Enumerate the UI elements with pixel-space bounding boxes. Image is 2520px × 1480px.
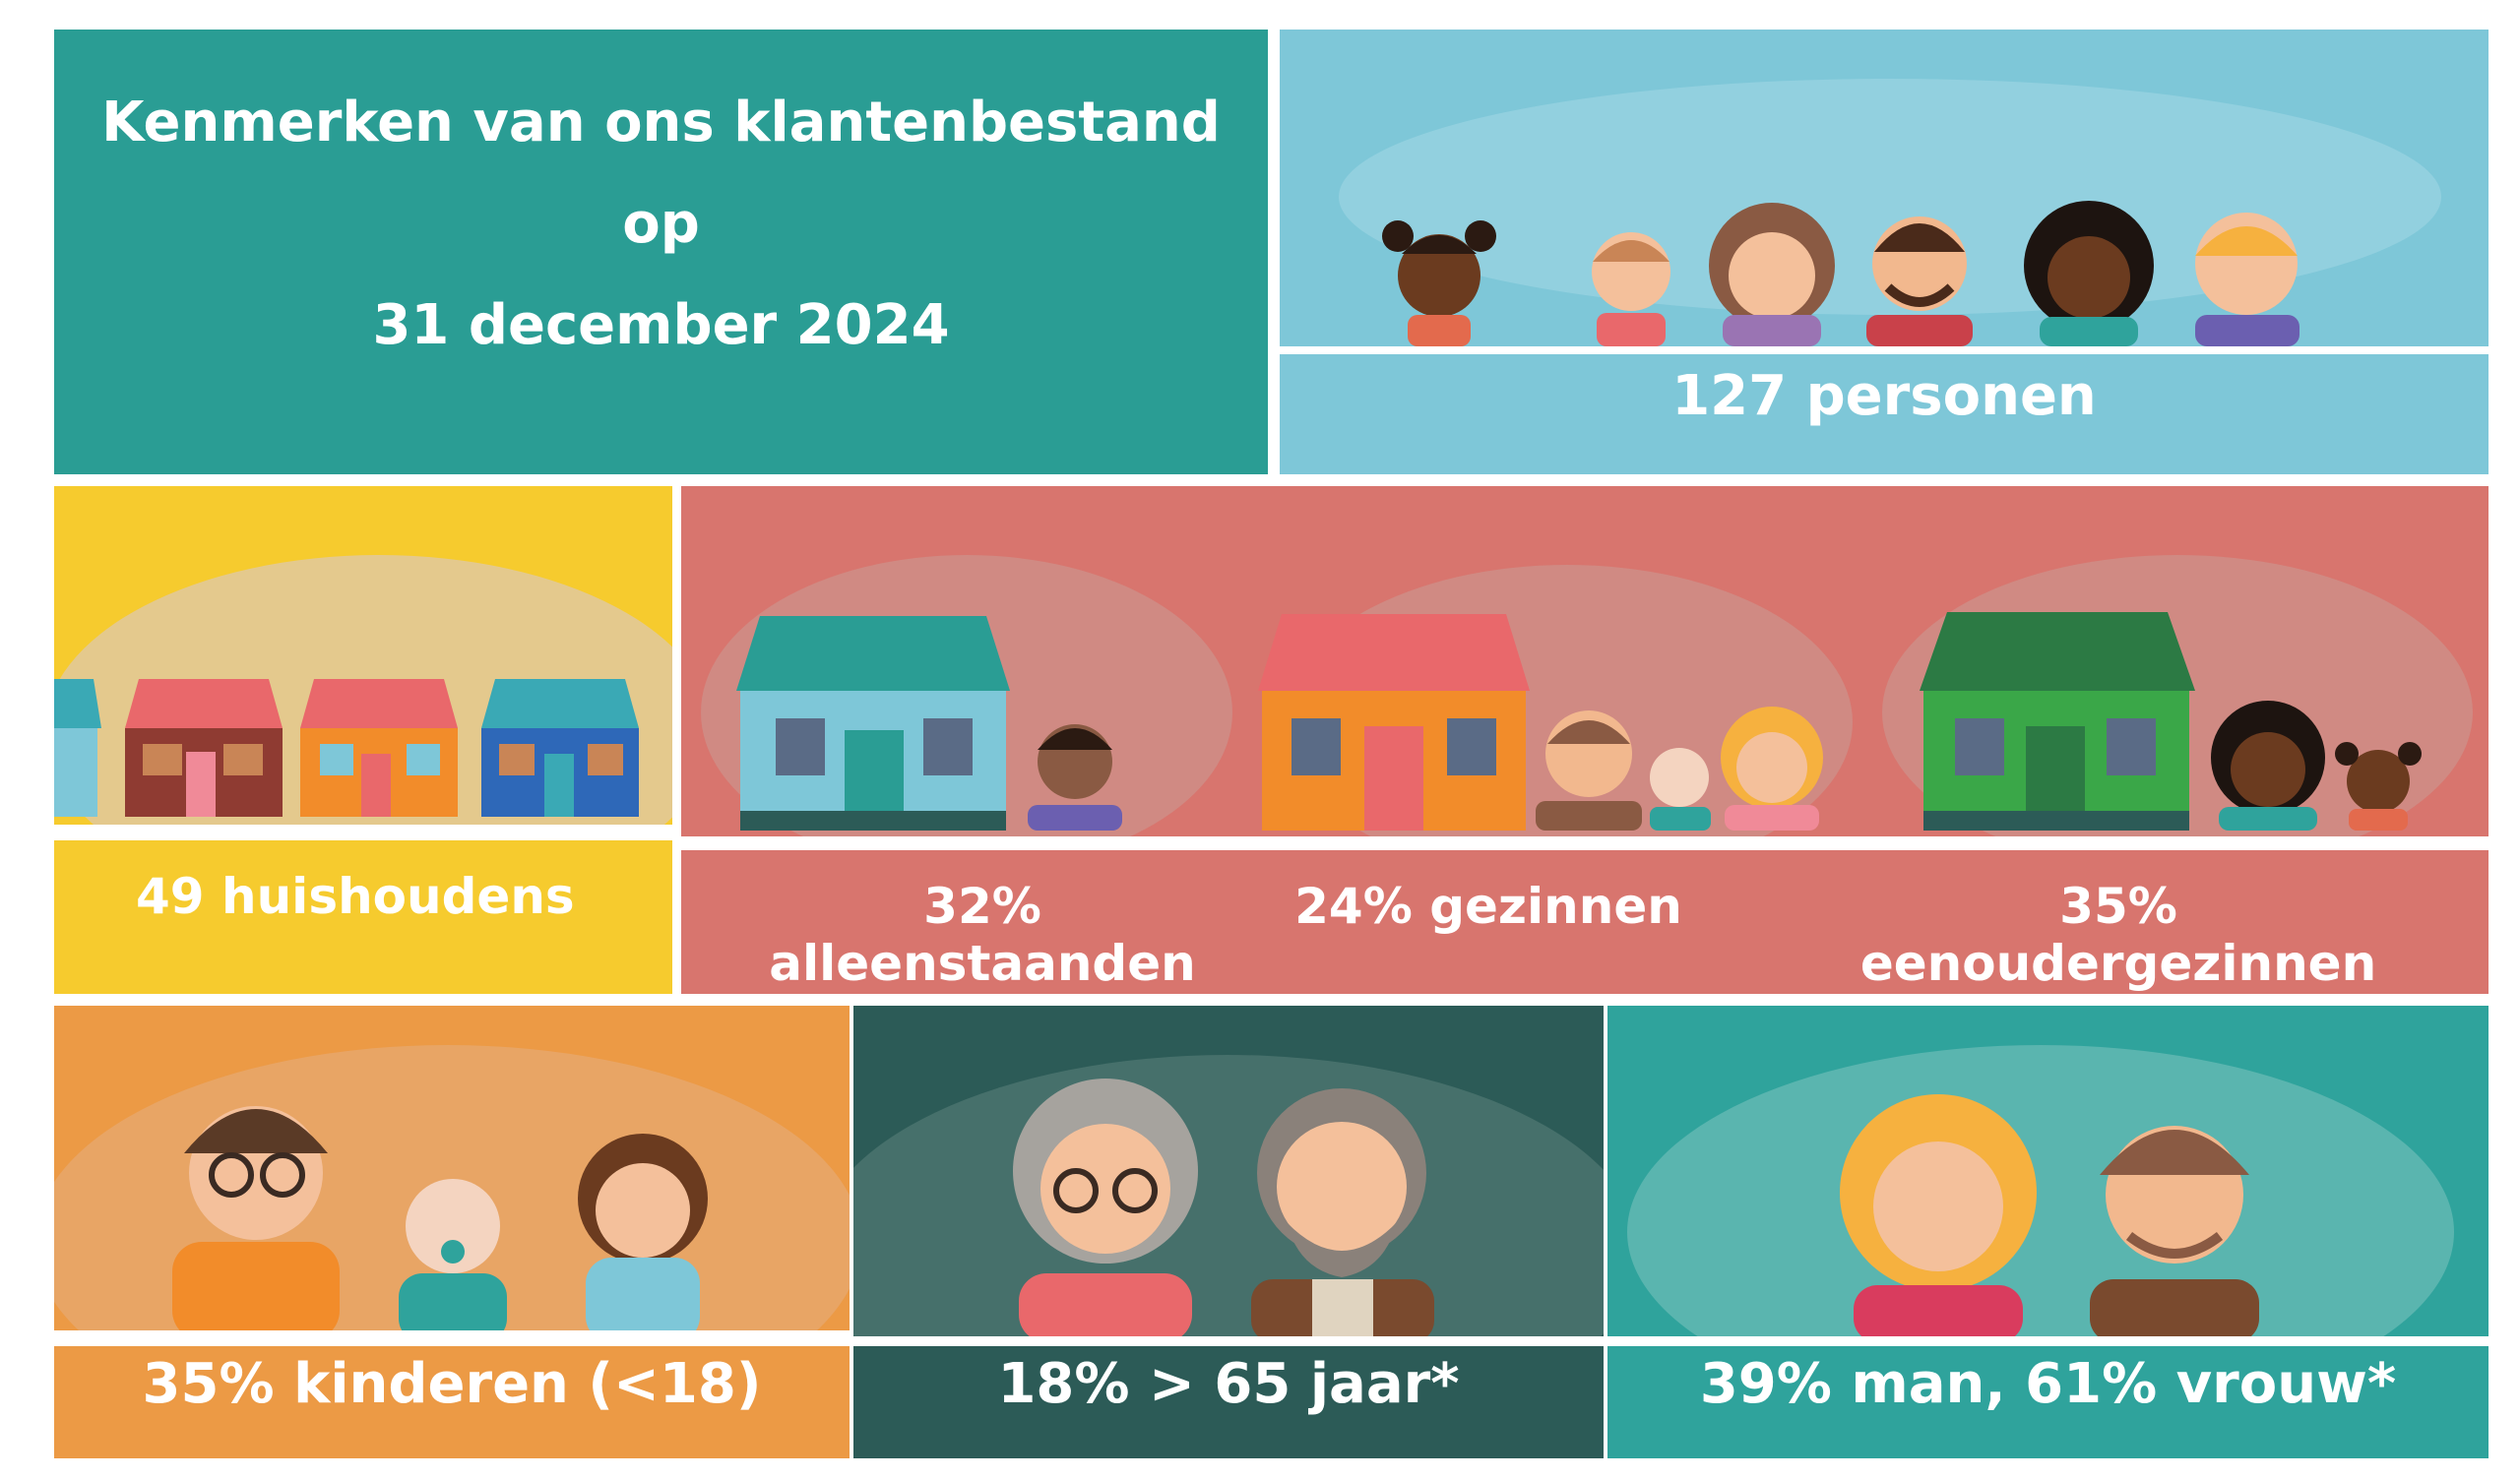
man-blond-icon (2195, 213, 2300, 346)
seniors-tile: 18% > 65 jaar* (853, 1006, 1604, 1458)
single-man-icon (1028, 724, 1122, 831)
title-line-3: 31 december 2024 (372, 293, 950, 357)
orange-house-icon (300, 679, 458, 817)
woman-face-icon (1709, 203, 1835, 346)
seniors-illustration (853, 1055, 1604, 1346)
family-mother-icon (1721, 707, 1823, 831)
single-mother-icon (2211, 701, 2325, 831)
household-types-illustration (681, 555, 2488, 850)
man-glasses-icon (172, 1106, 340, 1340)
baby-icon (399, 1179, 507, 1342)
grandfather-icon (1251, 1088, 1434, 1342)
single-parent-house-icon (1920, 612, 2195, 831)
red-house-icon (125, 679, 283, 817)
houses-illustration (54, 555, 672, 840)
families-percentage: 24% gezinnen (1294, 878, 1682, 935)
children-percentage: 35% kinderen (<18) (142, 1352, 762, 1416)
man-beard-icon (1866, 216, 1973, 346)
girl-braids-icon (578, 1134, 708, 1342)
children-tile: 35% kinderen (<18) (54, 1006, 850, 1458)
gender-percentage: 39% man, 61% vrouw* (1699, 1352, 2397, 1416)
single-parents-percentage: 35% eenoudergezinnen (1859, 878, 2377, 992)
boy-face-icon (1592, 232, 1670, 346)
man-brown-hair-icon (2090, 1126, 2259, 1342)
title-line-1: Kenmerken van ons klantenbestand (101, 91, 1221, 154)
gender-tile: 39% man, 61% vrouw* (1607, 1006, 2488, 1458)
single-house-icon (736, 616, 1010, 831)
persons-count: 127 personen (1671, 364, 2097, 428)
persons-tile: 127 personen (1280, 30, 2488, 474)
single-parent-girl-icon (2335, 742, 2422, 831)
family-baby-icon (1650, 748, 1711, 831)
title-tile: Kenmerken van ons klantenbestand op 31 d… (54, 30, 1268, 474)
children-illustration (54, 1045, 850, 1346)
households-tile: 49 huishoudens (54, 486, 672, 994)
households-count: 49 huishoudens (136, 868, 575, 925)
seniors-percentage: 18% > 65 jaar* (997, 1352, 1460, 1416)
girl-pigtails-icon (1382, 220, 1496, 346)
woman-dark-icon (2024, 201, 2154, 346)
grandmother-icon (1013, 1079, 1198, 1342)
household-types-tile: 32% alleenstaanden 24% gezinnen 35% eeno… (681, 486, 2488, 994)
gender-illustration (1607, 1045, 2488, 1346)
woman-blond-icon (1840, 1094, 2037, 1342)
persons-illustration (1280, 79, 2488, 354)
family-father-icon (1536, 710, 1642, 831)
blue-house-icon (481, 679, 639, 817)
singles-percentage: 32% alleenstaanden (769, 878, 1196, 992)
title-line-2: op (622, 192, 700, 256)
family-house-icon (1258, 614, 1530, 831)
